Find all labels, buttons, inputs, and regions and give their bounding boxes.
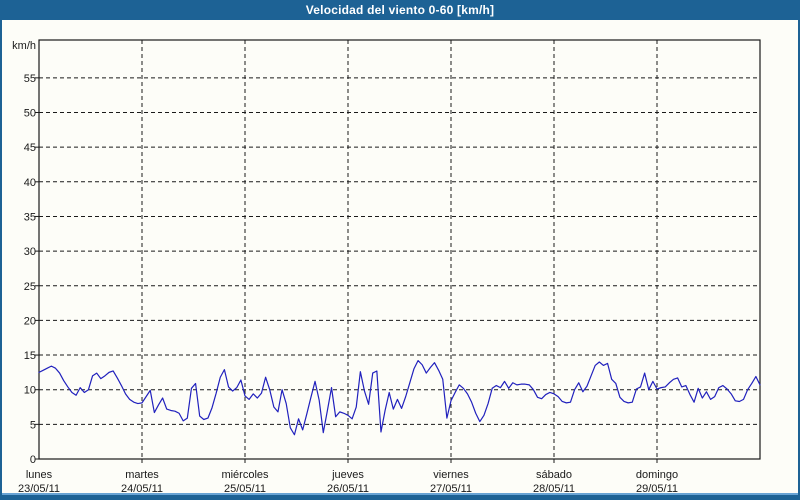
x-day-date-label: 29/05/11: [636, 483, 678, 495]
x-day-name-label: martes: [125, 469, 159, 481]
x-day-name-label: jueves: [331, 469, 364, 481]
x-day-date-label: 28/05/11: [533, 483, 575, 495]
x-day-date-label: 26/05/11: [327, 483, 369, 495]
frame-border-right: [798, 20, 800, 500]
y-tick-label: 55: [24, 73, 36, 85]
y-axis-unit-label: km/h: [12, 40, 36, 52]
x-day-name-label: domingo: [636, 469, 678, 481]
plot-border: [38, 39, 761, 460]
y-tick-label: 0: [30, 454, 36, 466]
y-tick-label: 45: [24, 142, 36, 154]
chart-title: Velocidad del viento 0-60 [km/h]: [305, 3, 495, 17]
y-tick-label: 40: [24, 177, 36, 189]
x-day-name-label: lunes: [26, 469, 53, 481]
frame-border-bottom: [0, 495, 800, 500]
y-tick-label: 50: [24, 108, 36, 120]
y-tick-label: 20: [24, 315, 36, 327]
frame-accent-line: [2, 493, 798, 495]
y-tick-label: 30: [24, 246, 36, 258]
x-day-name-label: sábado: [536, 469, 572, 481]
y-tick-label: 25: [24, 281, 36, 293]
x-day-date-label: 27/05/11: [430, 483, 472, 495]
chart-title-bar: Velocidad del viento 0-60 [km/h]: [0, 0, 800, 20]
wind-speed-series-line: [38, 359, 761, 436]
x-day-date-label: 24/05/11: [121, 483, 163, 495]
y-tick-label: 35: [24, 211, 36, 223]
y-tick-label: 5: [30, 419, 36, 431]
frame-border-left: [0, 20, 2, 500]
x-day-name-label: miércoles: [221, 469, 269, 481]
y-tick-label: 15: [24, 350, 36, 362]
x-day-name-label: viernes: [433, 469, 469, 481]
x-day-date-label: 25/05/11: [224, 483, 266, 495]
x-day-date-label: 23/05/11: [18, 483, 60, 495]
y-tick-label: 10: [24, 385, 36, 397]
